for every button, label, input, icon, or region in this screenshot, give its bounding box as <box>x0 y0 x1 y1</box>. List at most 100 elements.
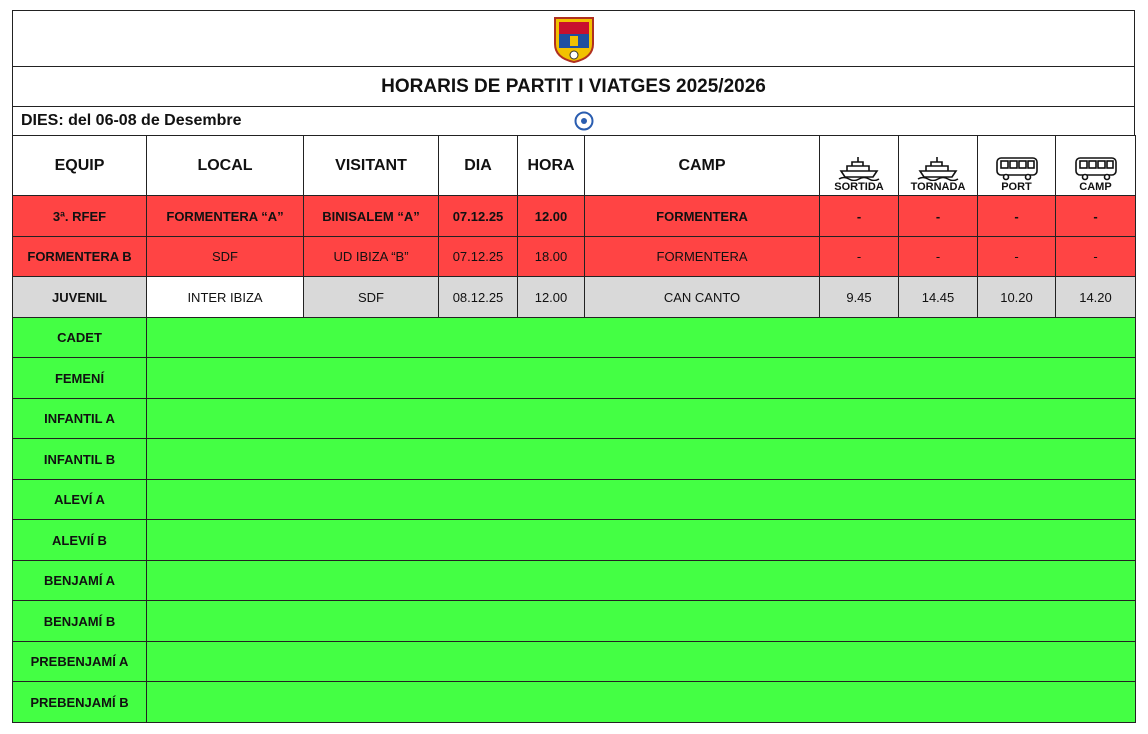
column-header: HORA <box>517 135 585 196</box>
team-cell-text: PREBENJAMÍ B <box>30 694 129 710</box>
schedule-cell: UD IBIZA “B” <box>303 236 439 277</box>
schedule-cell-text: 07.12.25 <box>452 249 504 264</box>
schedule-cell-text: - <box>856 249 862 264</box>
schedule-cell: 14.45 <box>898 276 978 318</box>
column-header: TORNADA <box>898 135 978 196</box>
column-header-text: SORTIDA <box>834 181 884 193</box>
empty-row <box>146 438 1136 480</box>
ferry-icon <box>838 157 880 181</box>
empty-row <box>146 641 1136 682</box>
column-header: SORTIDA <box>819 135 899 196</box>
column-header-text: HORA <box>527 156 575 174</box>
column-header-text: VISITANT <box>335 156 407 174</box>
team-cell-text: 3ª. RFEF <box>52 208 107 224</box>
dates-text: DIES: del 06-08 de Desembre <box>21 112 242 129</box>
empty-row <box>146 317 1136 358</box>
team-cell-text: BENJAMÍ A <box>43 573 116 588</box>
schedule-cell: - <box>977 236 1056 277</box>
empty-row <box>146 479 1136 520</box>
bus-icon <box>995 157 1038 181</box>
schedule-cell-text: - <box>935 208 941 224</box>
empty-row <box>146 600 1136 642</box>
schedule-cell: BINISALEM “A” <box>303 195 439 237</box>
club-logo <box>553 16 594 63</box>
team-cell: BENJAMÍ A <box>12 560 147 601</box>
column-header-text: EQUIP <box>54 156 105 174</box>
team-cell: ALEVIÍ B <box>12 519 147 561</box>
column-header: EQUIP <box>12 135 147 196</box>
empty-row <box>146 560 1136 601</box>
schedule-cell: INTER IBIZA <box>146 276 304 318</box>
team-cell: FEMENÍ <box>12 357 147 399</box>
schedule-cell: FORMENTERA “A” <box>146 195 304 237</box>
team-cell-text: INFANTIL B <box>43 451 116 467</box>
column-header-text: PORT <box>1001 181 1032 193</box>
schedule-cell-text: 18.00 <box>534 249 568 264</box>
column-header-text: CAMP <box>678 156 726 174</box>
team-cell: PREBENJAMÍ B <box>12 681 147 723</box>
schedule-cell-text: - <box>1093 208 1098 224</box>
schedule-cell: - <box>1055 195 1136 237</box>
schedule-cell: - <box>819 236 899 277</box>
team-cell: BENJAMÍ B <box>12 600 147 642</box>
schedule-cell: 08.12.25 <box>438 276 518 318</box>
title: HORARIS DE PARTIT I VIATGES 2025/2026 <box>12 66 1135 107</box>
team-cell: 3ª. RFEF <box>12 195 147 237</box>
schedule-cell: - <box>898 195 978 237</box>
schedule-cell: - <box>977 195 1056 237</box>
schedule-cell: - <box>898 236 978 277</box>
schedule-cell: FORMENTERA <box>584 195 820 237</box>
schedule-cell-text: - <box>1014 208 1019 224</box>
schedule-cell-text: 14.45 <box>921 289 955 305</box>
team-cell: FORMENTERA B <box>12 236 147 277</box>
schedule-cell: 14.20 <box>1055 276 1136 318</box>
schedule-cell-text: 07.12.25 <box>452 208 504 224</box>
schedule-cell-text: 08.12.25 <box>452 289 504 305</box>
schedule-cell-text: SDF <box>212 249 238 264</box>
schedule-cell-text: FORMENTERA <box>656 208 748 224</box>
team-cell-text: FORMENTERA B <box>27 249 132 264</box>
schedule-cell: 07.12.25 <box>438 195 518 237</box>
team-cell-text: ALEVÍ A <box>54 492 105 507</box>
schedule-cell-text: INTER IBIZA <box>187 289 263 305</box>
empty-row <box>146 681 1136 723</box>
team-cell: ALEVÍ A <box>12 479 147 520</box>
column-header: PORT <box>977 135 1056 196</box>
column-header: LOCAL <box>146 135 304 196</box>
column-header-text: TORNADA <box>910 181 966 193</box>
schedule-cell-text: - <box>1093 249 1098 264</box>
schedule-cell-text: 10.20 <box>1000 289 1033 305</box>
schedule-cell-text: FORMENTERA “A” <box>166 208 284 224</box>
column-header: CAMP <box>584 135 820 196</box>
empty-row <box>146 519 1136 561</box>
schedule-cell-text: 12.00 <box>534 208 568 224</box>
schedule-cell: - <box>1055 236 1136 277</box>
schedule-cell: 10.20 <box>977 276 1056 318</box>
team-cell-text: INFANTIL A <box>44 411 115 426</box>
schedule-cell-text: CAN CANTO <box>663 289 741 305</box>
logo-row <box>12 10 1135 67</box>
schedule-cell-text: 9.45 <box>846 289 872 305</box>
schedule-cell-text: 12.00 <box>534 289 568 305</box>
team-cell-text: FEMENÍ <box>54 370 105 386</box>
schedule-cell: CAN CANTO <box>584 276 820 318</box>
empty-row <box>146 357 1136 399</box>
schedule-cell: 12.00 <box>517 276 585 318</box>
team-cell: JUVENIL <box>12 276 147 318</box>
schedule-cell: - <box>819 195 899 237</box>
column-header: VISITANT <box>303 135 439 196</box>
schedule-cell-text: - <box>1014 249 1019 264</box>
schedule-cell-text: BINISALEM “A” <box>322 208 420 224</box>
column-header-text: CAMP <box>1079 181 1112 193</box>
column-header: DIA <box>438 135 518 196</box>
schedule-cell: 18.00 <box>517 236 585 277</box>
schedule-cell-text: 14.20 <box>1079 289 1112 305</box>
schedule-cell: SDF <box>146 236 304 277</box>
ball-icon <box>574 111 594 131</box>
column-header-text: LOCAL <box>197 156 253 174</box>
bus-icon <box>1074 157 1117 181</box>
schedule-cell-text: SDF <box>358 289 384 305</box>
team-cell: CADET <box>12 317 147 358</box>
schedule-cell-text: - <box>856 208 862 224</box>
